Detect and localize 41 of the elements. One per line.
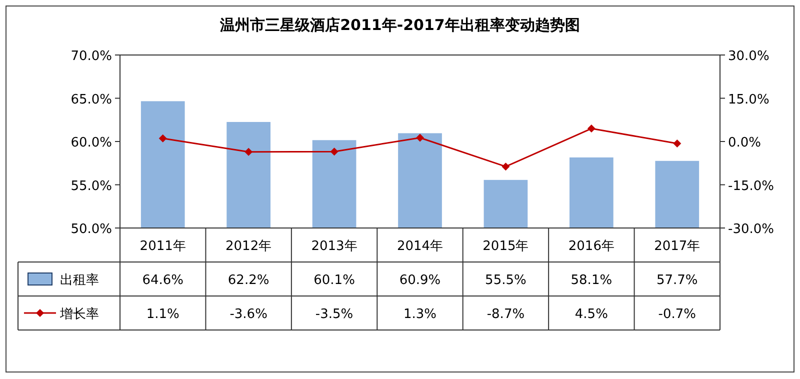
- y2-tick-label: 15.0%: [728, 92, 770, 108]
- x-tick-label: 2016年: [568, 239, 614, 254]
- data-label: 60.9%: [399, 273, 441, 288]
- y2-tick-label: -30.0%: [728, 222, 774, 237]
- data-label: -3.6%: [230, 307, 268, 322]
- point: [587, 124, 596, 133]
- data-label: 58.1%: [570, 273, 612, 288]
- x-tick-label: 2014年: [396, 239, 444, 254]
- x-tick-label: 2017年: [654, 239, 700, 254]
- data-label: -3.5%: [315, 307, 354, 322]
- chart-title: 温州市三星级酒店2011年-2017年出租率变动趋势图: [219, 16, 580, 34]
- x-tick-label: 2012年: [226, 239, 272, 254]
- y-tick-label: 60.0%: [70, 136, 112, 150]
- y-tick-label: 50.0%: [70, 222, 112, 237]
- legend-label: 出租率: [60, 272, 99, 288]
- data-label: -8.7%: [486, 307, 525, 322]
- point: [244, 148, 253, 156]
- point: [673, 140, 682, 148]
- x-tick-label: 2013年: [311, 239, 358, 254]
- point: [158, 134, 167, 142]
- y2-tick-label: 0.0%: [728, 136, 762, 150]
- data-label: -0.7%: [658, 307, 696, 322]
- y-tick-label: 70.0%: [70, 49, 112, 64]
- data-label: 55.5%: [485, 273, 526, 288]
- y-tick-label: 55.0%: [70, 178, 112, 194]
- legend-label: 增长率: [59, 306, 99, 322]
- point: [330, 148, 338, 156]
- data-label: 64.6%: [142, 273, 184, 288]
- y2-tick-label: -15.0%: [728, 178, 774, 194]
- data-label: 57.7%: [656, 273, 698, 288]
- data-label: 62.2%: [228, 273, 270, 288]
- data-label: 1.3%: [403, 307, 437, 322]
- y2-tick-label: 30.0%: [728, 49, 770, 64]
- y-tick-label: 65.0%: [70, 92, 112, 108]
- data-label: 1.1%: [146, 307, 180, 322]
- point: [416, 134, 424, 142]
- x-tick-label: 2011年: [140, 239, 186, 254]
- data-label: 4.5%: [574, 307, 608, 322]
- data-label: 60.1%: [314, 273, 355, 288]
- x-tick-label: 2015年: [482, 239, 529, 254]
- point: [502, 162, 510, 171]
